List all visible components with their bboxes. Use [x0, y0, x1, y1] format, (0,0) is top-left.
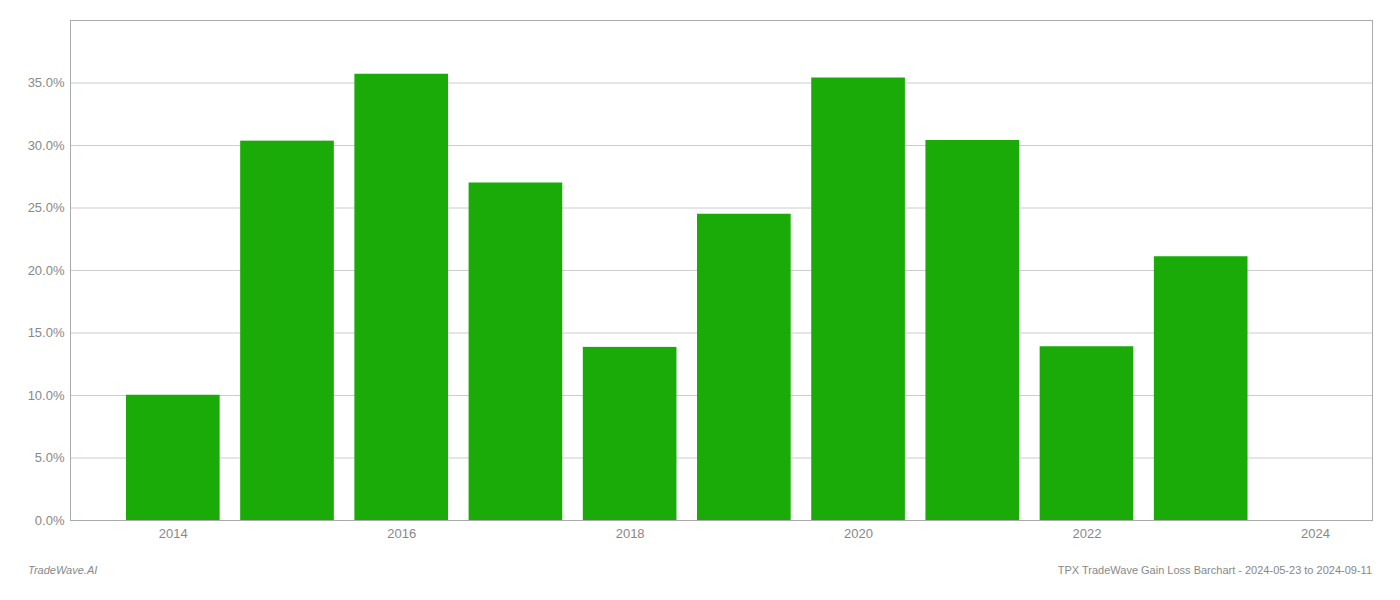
svg-text:15.0%: 15.0% [28, 325, 65, 340]
svg-text:5.0%: 5.0% [35, 450, 65, 465]
svg-text:35.0%: 35.0% [28, 75, 65, 90]
html-text:TradeWave.AI: TradeWave.AI [28, 564, 98, 576]
svg-text:20.0%: 20.0% [28, 263, 65, 278]
svg-text:25.0%: 25.0% [28, 200, 65, 215]
svg-text:2014: 2014 [159, 526, 188, 541]
html-text:TPX TradeWave Gain Loss Barcha: TPX TradeWave Gain Loss Barchart - 2024-… [1057, 564, 1372, 576]
svg-text:10.0%: 10.0% [28, 388, 65, 403]
svg-text:0.0%: 0.0% [35, 513, 65, 528]
svg-text:30.0%: 30.0% [28, 138, 65, 153]
svg-text:2016: 2016 [387, 526, 416, 541]
svg-text:2022: 2022 [1073, 526, 1102, 541]
svg-text:2024: 2024 [1301, 526, 1330, 541]
svg-text:2018: 2018 [616, 526, 645, 541]
svg-text:2020: 2020 [844, 526, 873, 541]
